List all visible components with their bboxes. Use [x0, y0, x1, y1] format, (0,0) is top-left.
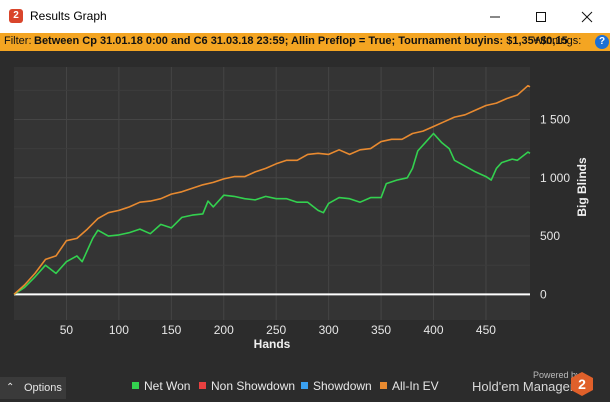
brand-name: Hold'em Manager: [472, 379, 575, 394]
x-tick-label: 350: [371, 323, 391, 337]
options-label: Options: [24, 382, 62, 394]
results-chart: 50 100 150 200 250 300 350 400 450 0 500 1 000 1 50…: [0, 51, 610, 370]
brand-logo-number: 2: [578, 376, 586, 392]
grid-lines: [14, 67, 530, 320]
options-button[interactable]: ⌃ Options: [0, 377, 66, 399]
x-tick-label: 300: [319, 323, 339, 337]
y-tick-labels: 0 500 1 000 1 500: [540, 112, 570, 301]
x-tick-label: 200: [214, 323, 234, 337]
hm2-logo-icon: 2: [571, 372, 593, 396]
x-tick-label: 150: [161, 323, 181, 337]
x-tick-label: 400: [423, 323, 443, 337]
y-tick-label: 0: [540, 287, 547, 301]
minimize-button[interactable]: [472, 0, 518, 33]
x-tick-label: 250: [266, 323, 286, 337]
y-tick-label: 1 000: [540, 171, 570, 185]
plot-area: [14, 67, 530, 320]
y-axis-label: Big Blinds: [575, 157, 589, 217]
winnings-label: Winnings:: [533, 35, 582, 47]
series-line-all-in-ev: [13, 84, 531, 295]
hm2-app-icon: 2: [9, 9, 23, 23]
legend-label: Non Showdown: [211, 379, 296, 393]
help-icon[interactable]: ?: [595, 35, 609, 49]
chevron-up-icon: ⌃: [6, 382, 15, 393]
legend-label: Showdown: [313, 379, 372, 393]
title-bar: 2 Results Graph: [0, 0, 610, 34]
legend-swatch: [132, 382, 139, 389]
legend-swatch: [301, 382, 308, 389]
legend-label: All-In EV: [392, 379, 439, 393]
filter-text: Between Cp 31.01.18 0:00 and C6 31.03.18…: [34, 35, 568, 47]
y-tick-label: 500: [540, 229, 560, 243]
maximize-button[interactable]: [518, 0, 564, 33]
filter-label: Filter:: [4, 35, 32, 47]
minimize-icon: [490, 16, 500, 18]
series-layer: [13, 84, 531, 296]
footer-bar: ⌃ Options Net Won Non Showdown Showdown …: [0, 370, 610, 402]
close-button[interactable]: [564, 0, 610, 33]
legend-swatch: [199, 382, 206, 389]
x-axis-label: Hands: [254, 337, 291, 351]
y-tick-label: 1 500: [540, 112, 570, 126]
x-tick-label: 100: [109, 323, 129, 337]
x-tick-labels: 50 100 150 200 250 300 350 400 450: [60, 323, 497, 337]
powered-by-label: Powered by: [533, 370, 581, 380]
legend-swatch: [380, 382, 387, 389]
series-line-net-won: [13, 132, 531, 296]
legend-label: Net Won: [144, 379, 191, 393]
x-tick-label: 50: [60, 323, 74, 337]
filter-bar[interactable]: Filter: Between Cp 31.01.18 0:00 and C6 …: [0, 33, 610, 51]
window-title: Results Graph: [30, 9, 107, 23]
x-tick-label: 450: [476, 323, 496, 337]
close-icon: [581, 11, 593, 23]
maximize-icon: [536, 12, 546, 22]
